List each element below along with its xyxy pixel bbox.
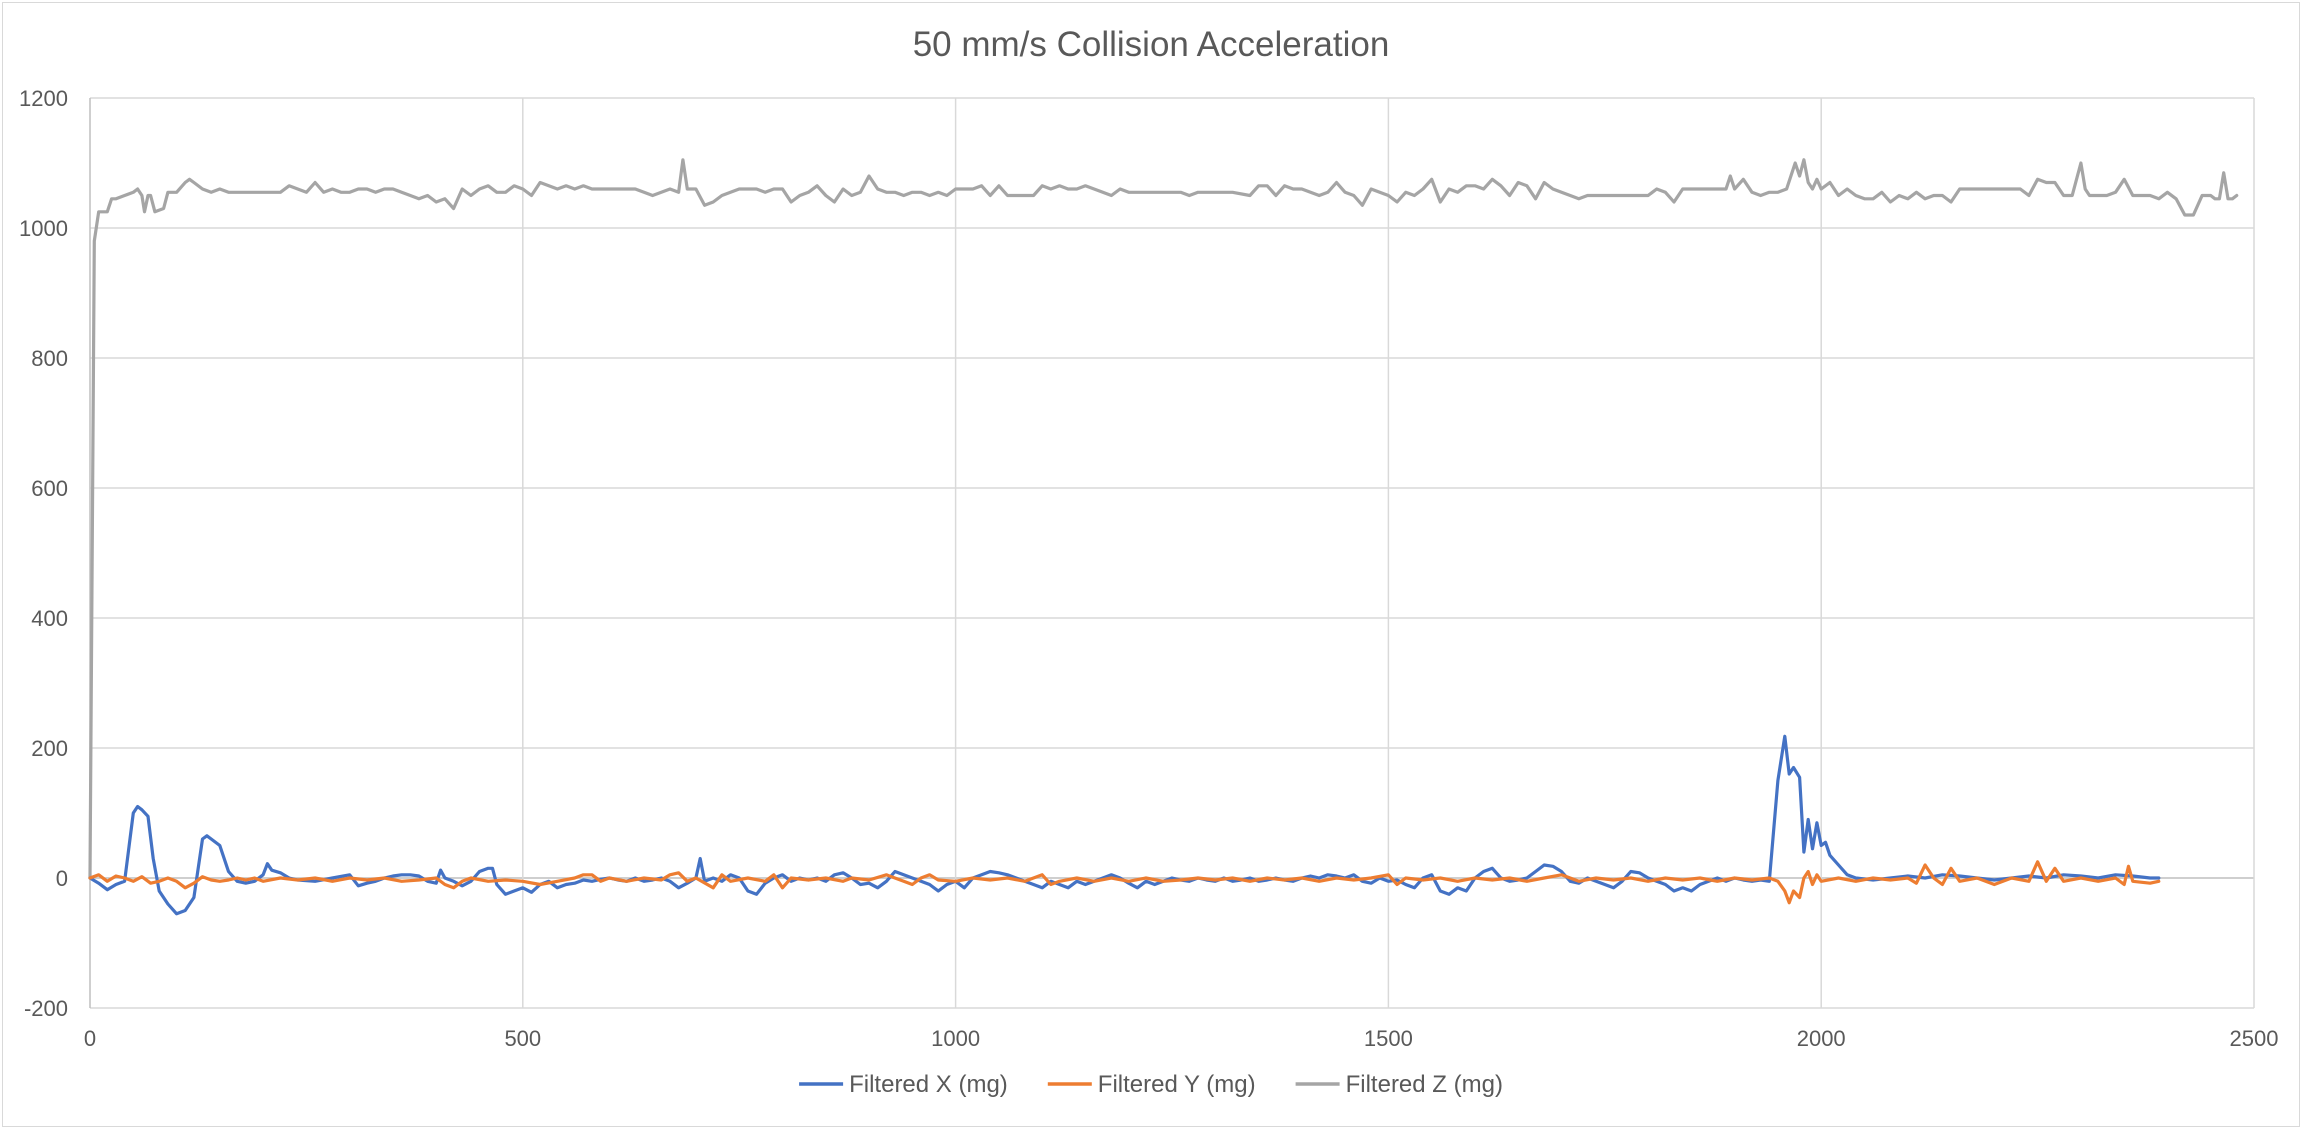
series-lines <box>88 158 2239 916</box>
y-tick-label: 800 <box>31 346 68 371</box>
x-tick-label: 0 <box>84 1026 96 1051</box>
grid-lines <box>89 97 2255 1009</box>
chart-title: 50 mm/s Collision Acceleration <box>913 25 1390 64</box>
y-tick-label: 1200 <box>19 86 68 111</box>
legend: Filtered X (mg) Filtered Y (mg) Filtered Z… <box>799 1071 1503 1098</box>
y-tick-label: 400 <box>31 606 68 631</box>
legend-label: Filtered Z (mg) <box>1346 1071 1503 1098</box>
x-tick-label: 2000 <box>1797 1026 1846 1051</box>
legend-label: Filtered X (mg) <box>849 1071 1008 1098</box>
series-line-x <box>88 734 2161 916</box>
legend-item: Filtered Y (mg) <box>1047 1071 1256 1098</box>
x-tick-label: 1500 <box>1364 1026 1413 1051</box>
axis-tick-labels: -200 0 200 400 600 800 1000 1200 0 500 1000 1500 200… <box>19 86 2278 1051</box>
x-tick-label: 2500 <box>2230 1026 2279 1051</box>
legend-item: Filtered X (mg) <box>799 1071 1008 1098</box>
y-tick-label: 600 <box>31 476 68 501</box>
y-tick-label: -200 <box>24 996 68 1021</box>
y-tick-label: 200 <box>31 736 68 761</box>
series-line-y <box>88 860 2161 905</box>
series-line-z <box>88 158 2239 880</box>
y-tick-label: 1000 <box>19 216 68 241</box>
x-tick-label: 1000 <box>931 1026 980 1051</box>
legend-label: Filtered Y (mg) <box>1098 1071 1256 1098</box>
y-tick-label: 0 <box>56 866 68 891</box>
x-tick-label: 500 <box>504 1026 541 1051</box>
legend-item: Filtered Z (mg) <box>1295 1071 1503 1098</box>
